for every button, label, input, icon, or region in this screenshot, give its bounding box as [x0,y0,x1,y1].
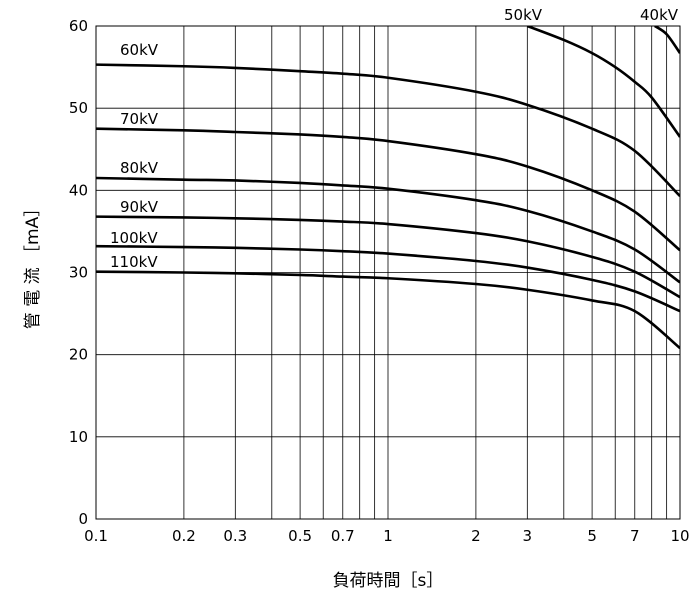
x-tick-label: 1 [383,527,393,545]
series-label-110kV: 110kV [110,253,158,271]
y-axis-title: 管 電 流 ［mA］ [23,200,43,329]
y-tick-label: 50 [69,99,88,117]
y-tick-label: 60 [69,17,88,35]
series-line-50kV [526,26,680,138]
series-line-110kV [96,270,680,350]
x-tick-label: 0.1 [84,527,108,545]
series-line-80kV [96,176,680,284]
x-tick-label: 3 [523,527,533,545]
series-line-70kV [96,127,680,252]
series-label-70kV: 70kV [120,110,159,128]
series-line-100kV [96,244,680,313]
x-tick-label: 2 [471,527,481,545]
x-tick-label: 0.2 [172,527,196,545]
y-tick-label: 30 [69,264,88,282]
x-tick-label: 10 [670,527,689,545]
tick-labels: 0.1 0.2 0.3 0.5 0.7 1 2 3 5 7 10 0 10 20 30 40 50 60 [69,17,690,545]
x-tick-label: 5 [587,527,597,545]
y-tick-label: 40 [69,181,88,199]
y-tick-label: 10 [69,428,88,446]
y-tick-label: 0 [78,510,88,528]
curve-labels: 40kV 50kV 60kV 70kV 80kV 90kV 100kV 110kV [110,6,679,271]
curves [96,26,680,350]
series-label-50kV: 50kV [504,6,543,24]
y-tick-label: 20 [69,346,88,364]
x-tick-label: 0.7 [331,527,355,545]
series-label-80kV: 80kV [120,159,159,177]
series-line-90kV [96,215,680,299]
series-line-40kV [654,26,680,54]
series-label-90kV: 90kV [120,198,159,216]
series-label-60kV: 60kV [120,41,159,59]
x-tick-label: 0.3 [223,527,247,545]
series-label-100kV: 100kV [110,229,158,247]
x-tick-label: 7 [630,527,640,545]
series-line-60kV [96,63,680,198]
x-tick-label: 0.5 [288,527,312,545]
x-axis-title: 負荷時間［s］ [333,571,444,591]
series-label-40kV: 40kV [640,6,679,24]
